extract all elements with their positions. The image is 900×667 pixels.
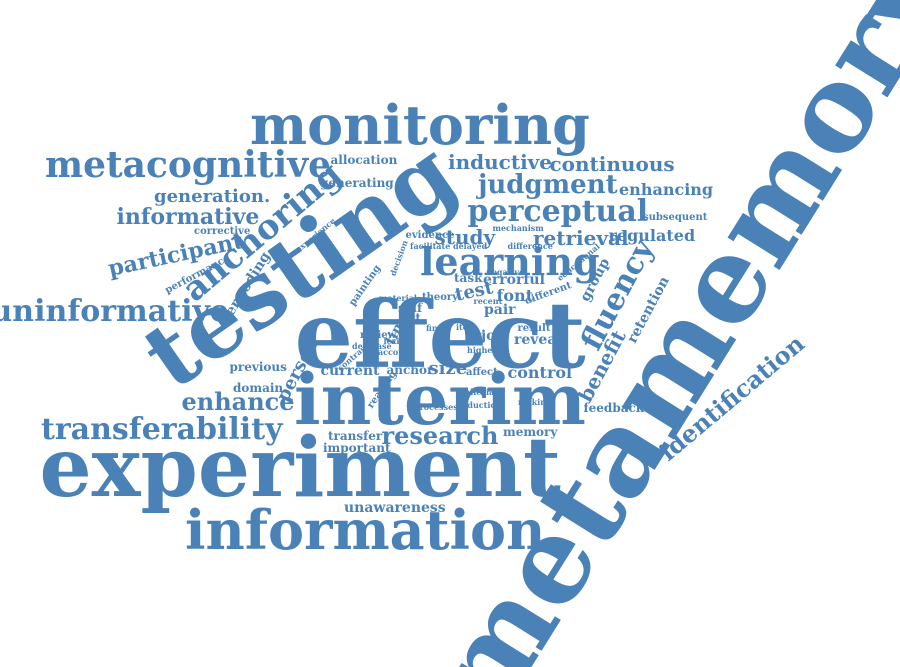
word-font: font — [496, 286, 534, 305]
word-effect: effect — [294, 281, 586, 389]
word-study: study — [434, 225, 496, 249]
word-anchor: anchor — [386, 363, 434, 377]
word-feedback: feedback — [583, 401, 645, 415]
word-domain: domain — [233, 381, 284, 395]
word-research: research — [381, 421, 499, 450]
word-current: current — [320, 363, 380, 379]
word-uninformative: uninformative — [0, 294, 230, 329]
word-evidence: evidence — [405, 230, 455, 241]
word-higher: higher — [467, 345, 497, 355]
word-learning: learning — [420, 239, 600, 284]
word-information: information — [185, 498, 546, 562]
word-item: item — [456, 322, 477, 332]
word-important: important — [323, 441, 391, 455]
word-delayed: delayed — [453, 241, 488, 251]
word-pair: pair — [484, 302, 516, 318]
word-corrective: corrective — [194, 226, 251, 237]
word-previous: previous — [229, 360, 287, 374]
word-self: self — [398, 301, 423, 315]
word-induction: induction — [458, 400, 502, 410]
word-interim: interim — [294, 358, 586, 441]
word-difference: difference — [507, 241, 553, 251]
word-reveal: reveal — [514, 332, 562, 348]
word-mechanism: mechanism — [492, 223, 544, 233]
word-alleviate: alleviate — [465, 387, 504, 397]
word-regulated: regulated — [608, 226, 696, 245]
word-size: size — [428, 358, 468, 379]
word-material: material — [379, 293, 417, 303]
word-lexical: lexical — [383, 336, 413, 346]
word-affect: affect — [466, 367, 498, 378]
word-negative: negative — [486, 267, 525, 277]
word-theory: theory — [422, 292, 459, 303]
word-processes: processes — [414, 402, 458, 412]
word-decrease: decrease — [352, 341, 392, 351]
word-experiment: experiment — [39, 420, 561, 516]
word-transfer: transfer — [328, 429, 383, 443]
word-result: result — [517, 323, 551, 334]
word-facilitate: facilitate — [410, 241, 451, 251]
word-making: making — [518, 397, 552, 407]
word-errorful: errorful — [483, 272, 545, 288]
word-inductive: inductive — [448, 150, 553, 174]
word-memory: memory — [503, 425, 558, 439]
word-informative: informative — [116, 204, 260, 230]
word-jols: jols — [481, 328, 509, 344]
word-task: task — [454, 271, 483, 285]
word-monitoring: monitoring — [250, 93, 590, 157]
word-metacognitive: metacognitive — [45, 144, 332, 186]
word-recent: recent — [473, 296, 503, 306]
word-review: review — [360, 330, 397, 341]
word-allocation: allocation — [330, 153, 398, 167]
word-enhance: enhance — [181, 387, 295, 416]
word-final: final — [426, 323, 446, 333]
word-unawareness: unawareness — [344, 500, 446, 516]
word-judgment: judgment — [478, 170, 618, 200]
word-perceptual: perceptual — [467, 194, 649, 229]
word-generation: generation. — [154, 186, 271, 207]
word-continuous: continuous — [549, 152, 675, 176]
word-subsequent: subsequent — [643, 212, 708, 223]
word-list: list — [399, 311, 421, 325]
word-enhancing: enhancing — [619, 180, 714, 199]
word-retrieval: retrieval — [533, 226, 629, 250]
word-generating: generating — [320, 176, 394, 190]
word-transferability: transferability — [41, 412, 283, 447]
word-account: account — [378, 347, 414, 357]
word-control: control — [507, 363, 573, 382]
